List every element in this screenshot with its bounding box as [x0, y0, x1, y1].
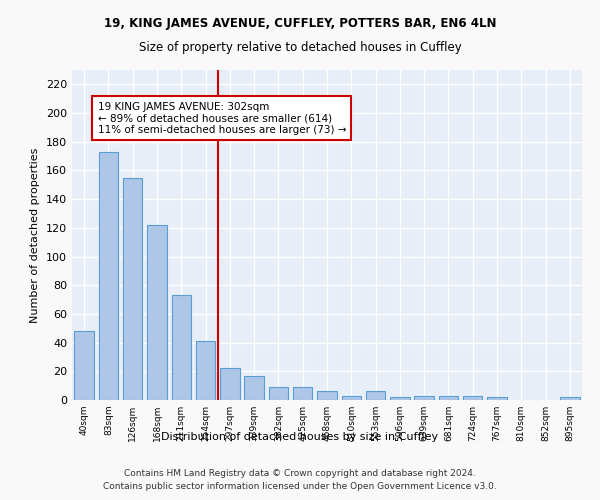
Bar: [99, 152, 118, 400]
Bar: [415, 396, 434, 400]
Text: Size of property relative to detached houses in Cuffley: Size of property relative to detached ho…: [139, 41, 461, 54]
Bar: [244, 376, 264, 400]
Bar: [172, 296, 191, 400]
Bar: [147, 225, 167, 400]
Bar: [487, 397, 507, 400]
Bar: [317, 392, 337, 400]
Bar: [560, 397, 580, 400]
Bar: [463, 396, 482, 400]
Text: 19, KING JAMES AVENUE, CUFFLEY, POTTERS BAR, EN6 4LN: 19, KING JAMES AVENUE, CUFFLEY, POTTERS …: [104, 18, 496, 30]
Bar: [269, 387, 288, 400]
Bar: [293, 387, 313, 400]
Bar: [366, 392, 385, 400]
Bar: [123, 178, 142, 400]
Bar: [439, 396, 458, 400]
Text: Contains HM Land Registry data © Crown copyright and database right 2024.
Contai: Contains HM Land Registry data © Crown c…: [103, 470, 497, 491]
Text: 19 KING JAMES AVENUE: 302sqm
← 89% of detached houses are smaller (614)
11% of s: 19 KING JAMES AVENUE: 302sqm ← 89% of de…: [97, 102, 346, 135]
Bar: [390, 397, 410, 400]
Bar: [220, 368, 239, 400]
Bar: [74, 331, 94, 400]
Text: Distribution of detached houses by size in Cuffley: Distribution of detached houses by size …: [161, 432, 439, 442]
Bar: [341, 396, 361, 400]
Y-axis label: Number of detached properties: Number of detached properties: [31, 148, 40, 322]
Bar: [196, 341, 215, 400]
